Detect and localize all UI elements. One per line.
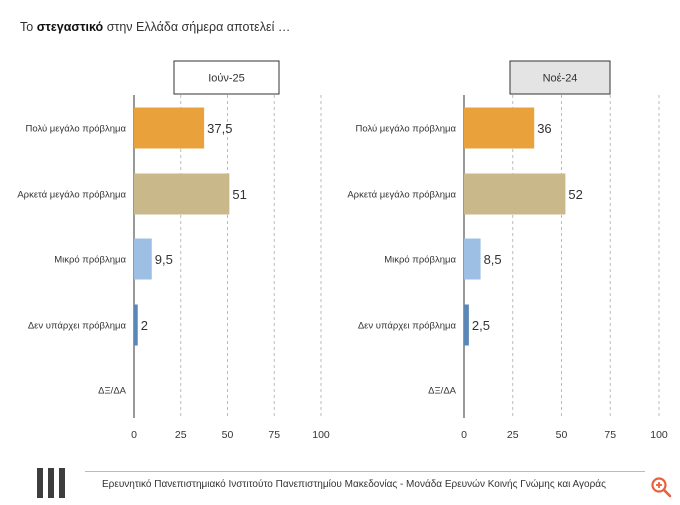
category-label: ΔΞ/ΔΑ [98, 386, 127, 397]
logo-icon [37, 468, 65, 498]
x-tick-label: 0 [461, 429, 467, 441]
data-label: 8,5 [484, 252, 502, 267]
data-label: 37,5 [207, 121, 232, 136]
bar [134, 238, 152, 280]
data-label: 51 [232, 187, 246, 202]
bar [464, 304, 469, 346]
bar [464, 238, 481, 280]
data-label: 52 [568, 187, 582, 202]
x-tick-label: 75 [604, 429, 616, 441]
footer-divider [85, 471, 645, 472]
category-label: Αρκετά μεγάλο πρόβλημα [17, 190, 126, 201]
zoom-in-icon[interactable] [650, 476, 672, 498]
title-bold: στεγαστικό [36, 20, 104, 34]
chart-2-title: Νοέ-24 [543, 73, 578, 85]
bar [134, 107, 205, 149]
x-tick-label: 100 [312, 429, 330, 441]
x-tick-label: 100 [650, 429, 668, 441]
category-label: ΔΞ/ΔΑ [428, 386, 457, 397]
x-tick-label: 25 [175, 429, 187, 441]
title-prefix: Το [20, 20, 34, 34]
data-label: 2 [141, 318, 148, 333]
category-label: Δεν υπάρχει πρόβλημα [28, 321, 127, 332]
chart-1-title-box [173, 60, 280, 95]
category-label: Μικρό πρόβλημα [384, 255, 456, 266]
chart-2-title-box [509, 60, 611, 95]
category-label: Πολύ μεγάλο πρόβλημα [25, 124, 126, 135]
bar [134, 173, 230, 215]
x-tick-label: 50 [556, 429, 568, 441]
chart-1-title: Ιούν-25 [208, 73, 245, 85]
category-label: Δεν υπάρχει πρόβλημα [358, 321, 457, 332]
bar [464, 173, 566, 215]
data-label: 36 [537, 121, 551, 136]
bar [134, 304, 138, 346]
x-tick-label: 75 [268, 429, 280, 441]
x-tick-label: 0 [131, 429, 137, 441]
page-title: Το στεγαστικό στην Ελλάδα σήμερα αποτελε… [20, 20, 290, 34]
bar [464, 107, 535, 149]
x-tick-label: 25 [507, 429, 519, 441]
data-label: 2,5 [472, 318, 490, 333]
category-label: Αρκετά μεγάλο πρόβλημα [347, 190, 456, 201]
footer-text: Ερευνητικό Πανεπιστημιακό Ινστιτούτο Παν… [102, 479, 606, 490]
category-label: Μικρό πρόβλημα [54, 255, 126, 266]
title-suffix: στην Ελλάδα σήμερα αποτελεί … [106, 20, 291, 34]
data-label: 9,5 [155, 252, 173, 267]
x-tick-label: 50 [222, 429, 234, 441]
category-label: Πολύ μεγάλο πρόβλημα [355, 124, 456, 135]
